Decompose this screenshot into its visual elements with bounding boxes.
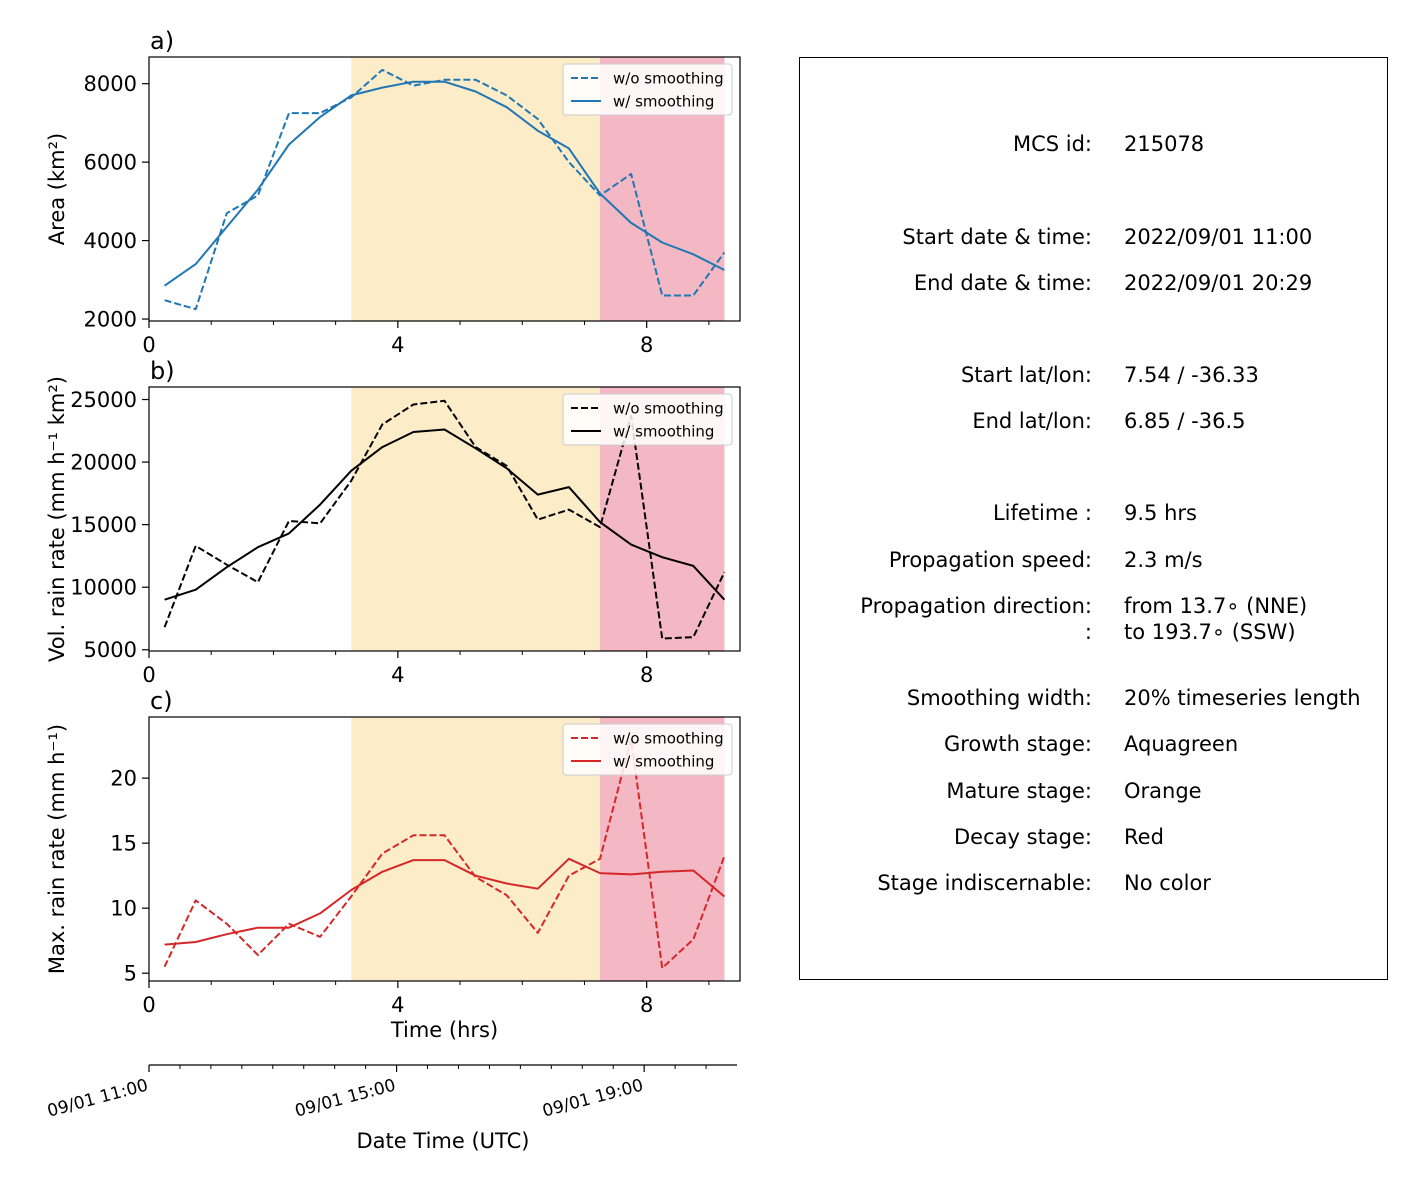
info-panel: MCS id: 215078 Start date & time: 2022/09/0… <box>799 57 1388 980</box>
axes-frame <box>148 716 741 982</box>
info-value: Aquagreen <box>1124 732 1239 756</box>
datetime-tick-label: 09/01 15:00 <box>293 1076 398 1122</box>
y-tick-label: 25000 <box>70 388 137 412</box>
y-tick-label: 5000 <box>84 638 137 662</box>
y-axis-label: Area (km²) <box>45 133 69 245</box>
smoothed-series-line <box>164 857 726 946</box>
x-tick-label: 4 <box>391 663 404 687</box>
info-key: Decay stage: <box>954 825 1092 849</box>
info-value: Red <box>1124 825 1164 849</box>
info-value: 2022/09/01 11:00 <box>1124 225 1313 249</box>
info-value: 2.3 m/s <box>1124 548 1203 572</box>
panel-2: 0 4 8 5000 10000 15000 20000 25000 b) Vol. rain r… <box>45 357 741 687</box>
legend-label: w/o smoothing <box>613 730 724 748</box>
legend: w/o smoothing w/ smoothing <box>562 723 733 776</box>
y-tick-label: 15000 <box>70 513 137 537</box>
datetime-axis: 09/01 11:00 09/01 15:00 09/01 19:00 Date Ti… <box>45 1064 737 1153</box>
y-tick-label: 8000 <box>84 72 137 96</box>
info-value: 2022/09/01 20:29 <box>1124 271 1313 295</box>
info-value: to 193.7∘ (SSW) <box>1124 620 1296 644</box>
x-tick-label: 4 <box>391 333 404 357</box>
info-value: from 13.7∘ (NNE) <box>1124 594 1308 618</box>
mature-stage-band <box>351 57 601 321</box>
info-value: Orange <box>1124 779 1202 803</box>
info-key: Start lat/lon: <box>960 363 1092 387</box>
x-tick-label: 0 <box>142 333 155 357</box>
legend-label: w/ smoothing <box>613 93 714 111</box>
y-tick-label: 20 <box>110 767 137 791</box>
info-value: No color <box>1124 871 1211 895</box>
datetime-tick-label: 09/01 19:00 <box>540 1076 645 1122</box>
x-tick-label: 0 <box>142 993 155 1017</box>
y-tick-label: 20000 <box>70 451 137 475</box>
smoothed-series-line <box>164 428 726 601</box>
legend-frame <box>562 393 733 446</box>
y-tick-label: 4000 <box>84 229 137 253</box>
y-tick-label: 5 <box>124 962 137 986</box>
smoothed-series-line <box>164 80 725 287</box>
x-tick-label: 8 <box>640 333 653 357</box>
info-key: End date & time: <box>913 271 1092 295</box>
legend: w/o smoothing w/ smoothing <box>562 393 733 446</box>
legend-frame <box>562 723 733 776</box>
legend-frame <box>562 63 733 116</box>
y-tick-label: 6000 <box>84 151 137 175</box>
x-tick-label: 0 <box>142 663 155 687</box>
info-key: Start date & time: <box>902 225 1092 249</box>
y-tick-label: 2000 <box>84 308 137 332</box>
info-value: 215078 <box>1124 132 1205 156</box>
panel-label: b) <box>150 357 175 385</box>
panel-label: c) <box>150 687 173 715</box>
legend-label: w/ smoothing <box>613 423 714 441</box>
legend-label: w/o smoothing <box>613 70 724 88</box>
info-key: Propagation direction: <box>860 594 1092 618</box>
x-axis-label: Time (hrs) <box>390 1018 498 1042</box>
axes-frame <box>148 56 741 322</box>
x-tick-label: 4 <box>391 993 404 1017</box>
y-tick-label: 15 <box>110 832 137 856</box>
legend-label: w/o smoothing <box>613 400 724 418</box>
info-key: End lat/lon: <box>972 409 1092 433</box>
datetime-tick-label: 09/01 11:00 <box>45 1076 150 1122</box>
info-key: Propagation speed: <box>888 548 1092 572</box>
x-tick-label: 8 <box>640 663 653 687</box>
y-tick-label: 10 <box>110 897 137 921</box>
legend: w/o smoothing w/ smoothing <box>562 63 733 116</box>
mature-stage-band <box>351 387 601 651</box>
mature-stage-band <box>351 717 601 981</box>
info-value: 6.85 / -36.5 <box>1124 409 1246 433</box>
info-key: Smoothing width: <box>906 686 1092 710</box>
y-axis-label: Max. rain rate (mm h⁻¹) <box>45 724 69 974</box>
info-value: 9.5 hrs <box>1124 501 1197 525</box>
panel-1: 0 4 8 2000 4000 6000 8000 a) Area (km²) w/o smoot… <box>45 27 741 357</box>
raw-series-line <box>164 68 726 311</box>
info-key: Stage indiscernable: <box>877 871 1092 895</box>
info-key: Growth stage: <box>943 732 1092 756</box>
y-tick-label: 10000 <box>70 576 137 600</box>
axes-frame <box>148 386 741 652</box>
panel-label: a) <box>150 27 174 55</box>
info-value: 7.54 / -36.33 <box>1124 363 1259 387</box>
x-tick-label: 8 <box>640 993 653 1017</box>
info-key: : <box>1084 620 1092 644</box>
info-value: 20% timeseries length <box>1124 686 1361 710</box>
info-key: Lifetime : <box>992 501 1092 525</box>
info-key: MCS id: <box>1012 132 1092 156</box>
panel-3: 0 4 8 5 10 15 20 c) Max. rain rate (mm h⁻¹) Time … <box>45 687 741 1042</box>
info-key: Mature stage: <box>946 779 1092 803</box>
legend-label: w/ smoothing <box>613 753 714 771</box>
datetime-axis-label: Date Time (UTC) <box>357 1129 530 1153</box>
y-axis-label: Vol. rain rate (mm h⁻¹ km²) <box>45 376 69 662</box>
